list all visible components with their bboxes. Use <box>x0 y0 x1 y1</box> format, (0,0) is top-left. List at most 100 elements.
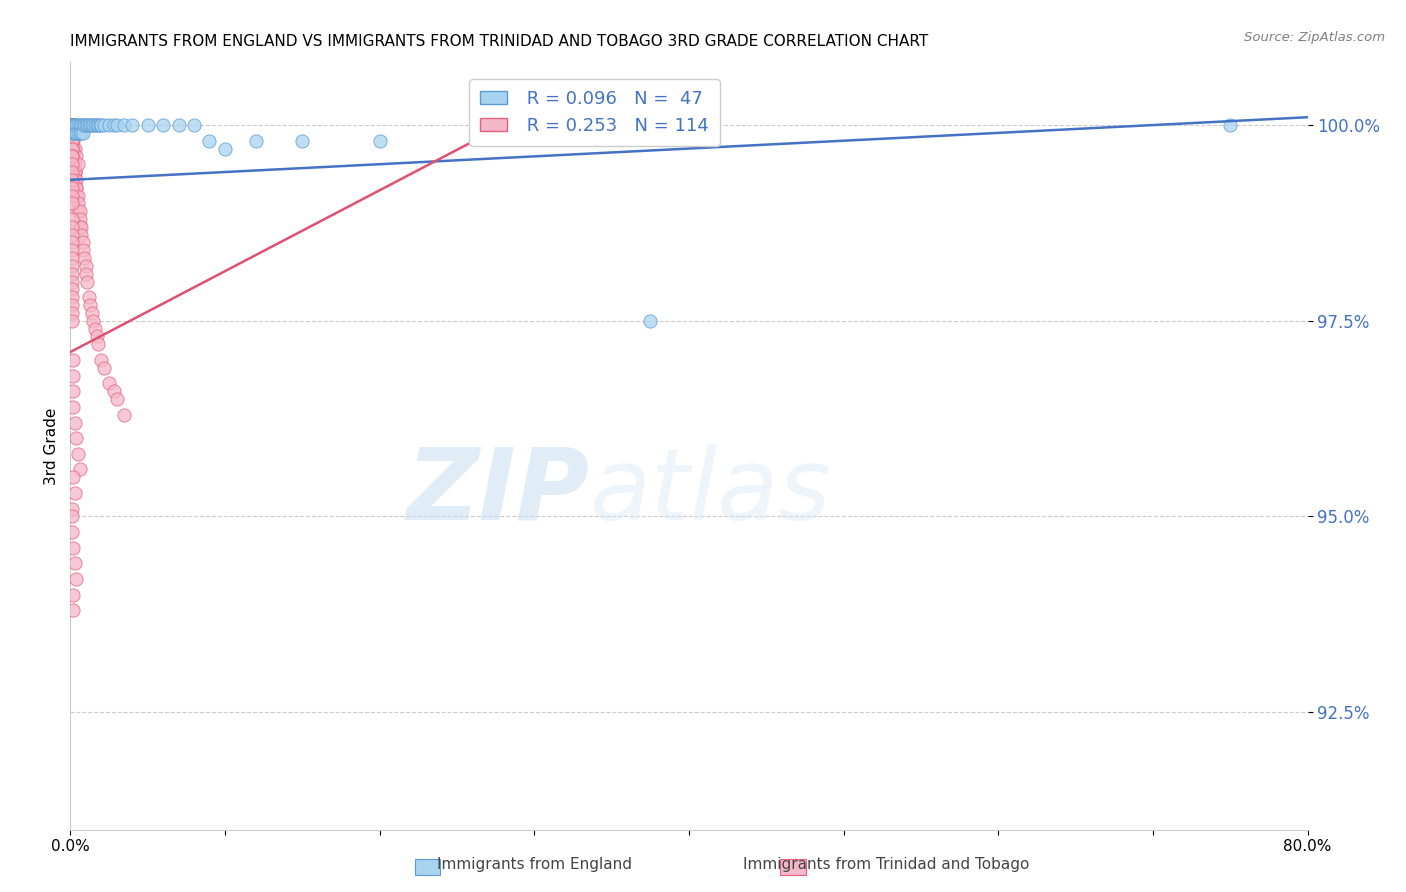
Point <box>62 126 84 140</box>
Point <box>103 384 125 399</box>
Point <box>62 352 84 367</box>
FancyBboxPatch shape <box>415 859 440 875</box>
Point <box>69 219 91 234</box>
Point <box>72 126 94 140</box>
Point <box>183 118 205 132</box>
Point <box>62 142 84 156</box>
Point <box>60 126 83 140</box>
Point <box>60 134 83 148</box>
Point <box>60 118 83 132</box>
Point <box>214 142 236 156</box>
Point <box>76 118 98 132</box>
Point <box>84 321 107 335</box>
Point <box>60 134 83 148</box>
Point <box>72 244 94 258</box>
Point <box>60 118 83 132</box>
Point <box>72 118 94 132</box>
Point <box>86 329 108 343</box>
Point <box>63 165 86 179</box>
Point <box>60 118 83 132</box>
Point <box>60 259 83 273</box>
Point <box>67 126 90 140</box>
Point <box>60 126 83 140</box>
Point <box>60 314 83 328</box>
Point <box>60 173 83 187</box>
Point <box>114 408 135 422</box>
Point <box>198 134 221 148</box>
Point <box>640 314 662 328</box>
Point <box>69 118 91 132</box>
Point <box>62 149 84 163</box>
Point <box>62 541 84 555</box>
Point <box>152 118 174 132</box>
Point <box>245 134 267 148</box>
Point <box>60 227 83 242</box>
Point <box>86 118 108 132</box>
Point <box>60 134 83 148</box>
Point <box>62 118 84 132</box>
Point <box>63 118 86 132</box>
Point <box>1219 118 1241 132</box>
Point <box>79 118 101 132</box>
Point <box>93 118 115 132</box>
Point <box>77 118 100 132</box>
Point <box>63 416 86 430</box>
Point <box>70 219 93 234</box>
Point <box>136 118 159 132</box>
Point <box>62 384 84 399</box>
Point <box>60 267 83 281</box>
Text: Source: ZipAtlas.com: Source: ZipAtlas.com <box>1244 31 1385 45</box>
Point <box>60 275 83 289</box>
Point <box>62 368 84 383</box>
Point <box>60 244 83 258</box>
Point <box>98 118 120 132</box>
Point <box>80 118 103 132</box>
Point <box>69 204 91 219</box>
Point <box>62 134 84 148</box>
Point <box>62 149 84 163</box>
Point <box>63 165 86 179</box>
Point <box>103 118 125 132</box>
Point <box>82 314 105 328</box>
Point <box>62 149 84 163</box>
Point <box>60 118 83 132</box>
Point <box>67 157 90 171</box>
Point <box>60 126 83 140</box>
Point <box>60 290 83 304</box>
Point <box>60 142 83 156</box>
Point <box>87 337 110 351</box>
Point <box>368 134 391 148</box>
Point <box>90 118 112 132</box>
Point <box>60 126 83 140</box>
Legend:  R = 0.096   N =  47,  R = 0.253   N = 114: R = 0.096 N = 47, R = 0.253 N = 114 <box>470 79 720 145</box>
Y-axis label: 3rd Grade: 3rd Grade <box>44 408 59 484</box>
Point <box>76 275 98 289</box>
Point <box>63 557 86 571</box>
Point <box>105 118 128 132</box>
Point <box>70 227 93 242</box>
Point <box>65 431 87 445</box>
Point <box>79 298 101 312</box>
Point <box>70 126 93 140</box>
Point <box>75 118 97 132</box>
Point <box>93 360 115 375</box>
Point <box>73 251 96 265</box>
Point <box>75 259 97 273</box>
Point <box>60 126 83 140</box>
Point <box>84 118 107 132</box>
Point <box>65 173 87 187</box>
Point <box>62 157 84 171</box>
Point <box>67 118 90 132</box>
Point <box>105 392 128 406</box>
Point <box>62 588 84 602</box>
Point <box>72 235 94 250</box>
Point <box>60 118 83 132</box>
Point <box>65 188 87 202</box>
Point <box>70 118 93 132</box>
Point <box>60 235 83 250</box>
Point <box>65 180 87 194</box>
Point <box>114 118 135 132</box>
Point <box>69 462 91 476</box>
Point <box>60 180 83 194</box>
Point <box>60 157 83 171</box>
